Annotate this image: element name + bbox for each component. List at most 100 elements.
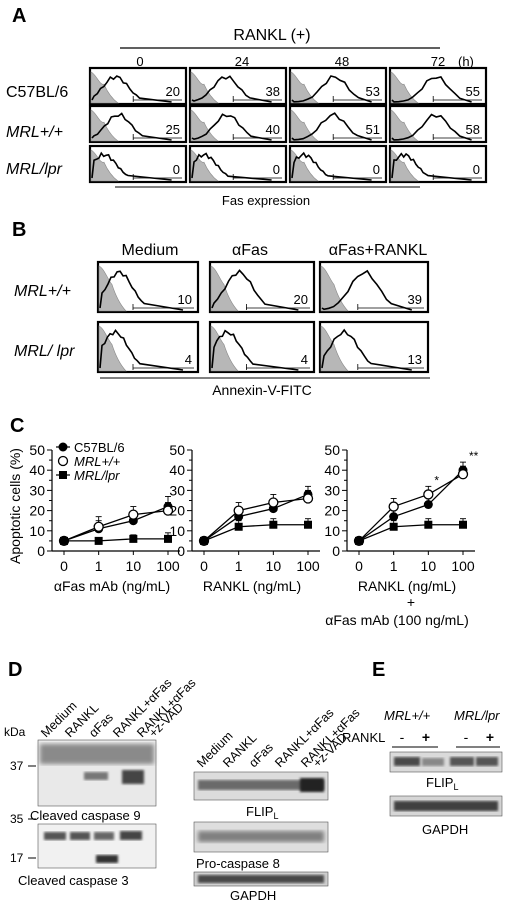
point-lpr [424, 520, 433, 529]
histogram-value: 13 [408, 352, 422, 367]
point-wt [457, 469, 469, 480]
series-line-0 [358, 469, 464, 542]
y-tick-label: 20 [29, 503, 45, 519]
panel-c-letter: C [10, 415, 24, 437]
histogram-sample [99, 270, 184, 311]
series-line-1 [358, 473, 464, 542]
histogram-control [90, 149, 119, 182]
histogram-value: 20 [294, 292, 308, 307]
y-tick-label: 40 [169, 462, 185, 478]
panel-d-letter: D [8, 659, 22, 681]
histogram-control [390, 109, 419, 142]
label-gapdh-e: GAPDH [422, 822, 468, 837]
point-lpr [94, 536, 103, 545]
y-tick-label: 10 [324, 523, 340, 539]
y-tick-label: 10 [169, 523, 185, 539]
group-lpr: MRL/lpr [454, 708, 500, 723]
rankl-label: RANKL [342, 730, 385, 745]
histogram-grid-a: 20 38 53 55 25 40 51 58 0 0 0 0 [88, 66, 488, 184]
sign-4: + [486, 729, 494, 745]
histogram-frame [288, 104, 388, 144]
time-unit: (h) [458, 54, 474, 69]
row-label-mrl-wt: MRL+/+ [6, 124, 63, 141]
point-lpr [234, 522, 243, 531]
y-tick-label: 20 [324, 503, 340, 519]
label-procaspase8: Pro-caspase 8 [196, 856, 280, 871]
group-wt: MRL+/+ [384, 708, 431, 723]
panel-e: E MRL+/+ MRL/lpr RANKL - + - + FLIPL GAP… [342, 659, 503, 837]
histogram-sample [391, 75, 472, 103]
y-tick-label: 40 [324, 462, 340, 478]
y-tick-label: 20 [169, 503, 185, 519]
blot-caspase3 [37, 823, 157, 869]
panel-b: B Medium αFas αFas+RANKL MRL+/+ MRL/ lpr… [12, 219, 430, 398]
x-tick-label: 10 [421, 558, 437, 574]
fas-expression-label: Fas expression [222, 193, 310, 208]
histogram-value: 20 [166, 84, 180, 99]
mw-37: 37 [10, 759, 24, 773]
chart-3: 0 10 20 30 40 50 0 1 10 100 RANKL (ng/mL)+ αFas mAb… [324, 442, 475, 628]
y-tick-label: 50 [324, 442, 340, 458]
histogram-value: 10 [178, 292, 192, 307]
label-caspase3: Cleaved caspase 3 [18, 873, 129, 888]
y-tick-label: 50 [169, 442, 185, 458]
label-caspase9: Cleaved caspase 9 [30, 808, 141, 823]
series-line-0 [63, 505, 169, 542]
condition-afas-rankl: αFas+RANKL [329, 242, 428, 259]
time-48: 48 [335, 54, 349, 69]
histogram-control [190, 109, 219, 142]
histogram-control [290, 71, 319, 104]
x-axis-label-plus: + [407, 594, 415, 610]
point-lpr [164, 534, 172, 543]
x-tick-label: 0 [200, 558, 208, 574]
x-axis-label-second: αFas mAb (100 ng/mL) [325, 612, 468, 628]
blot-flip-d [193, 771, 329, 801]
time-0: 0 [136, 54, 143, 69]
chart-1: 0 10 20 30 40 50 0 1 10 100 αFas mAb (ng/mL) [29, 442, 180, 594]
histogram-value: 39 [408, 292, 422, 307]
point-lpr [355, 536, 363, 545]
point-c57 [389, 512, 399, 522]
label-gapdh-d: GAPDH [230, 888, 276, 903]
histogram-control [98, 265, 127, 312]
series-line-2 [64, 538, 168, 542]
histogram-value: 55 [466, 84, 480, 99]
y-tick-label: 0 [37, 543, 45, 559]
x-tick-label: 100 [296, 558, 320, 574]
histogram-sample [191, 75, 272, 103]
row-label-b-lpr: MRL/ lpr [14, 343, 75, 360]
kda-label: kDa [4, 725, 26, 739]
blot-gapdh-e [389, 795, 503, 817]
point-wt [302, 493, 314, 504]
histogram-control [390, 71, 419, 104]
histogram-value: 58 [466, 122, 480, 137]
lane-labels-left: MediumRANKLαFasRANKL+αFasRANKL+αFas+z-VA… [38, 676, 198, 740]
panel-a: A RANKL (+) 0 24 48 72 (h) C57BL/6 MRL+/… [6, 5, 488, 208]
chart-2: 0 10 20 30 40 50 0 1 10 100 RANKL (ng/mL) [169, 442, 320, 594]
legend-marker-wt [57, 455, 69, 467]
point-wt [128, 509, 139, 520]
x-tick-label: 10 [126, 558, 142, 574]
histogram-sample [191, 113, 272, 141]
x-axis-label: RANKL (ng/mL) [203, 578, 301, 594]
point-wt [423, 489, 434, 500]
point-lpr [389, 522, 398, 531]
histogram-sample [291, 151, 372, 181]
y-tick-label: 0 [177, 543, 185, 559]
time-24: 24 [235, 54, 249, 69]
label-flip-d: FLIPL [246, 804, 278, 821]
histogram-sample [211, 329, 299, 371]
point-wt [93, 521, 104, 532]
mw-35: 35 [10, 812, 24, 826]
histogram-value: 38 [266, 84, 280, 99]
point-lpr [304, 520, 312, 529]
condition-afas: αFas [232, 242, 268, 259]
series-line-1 [203, 497, 309, 542]
histogram-sample [91, 112, 172, 141]
panel-b-letter: B [12, 219, 26, 241]
row-label-b-wt: MRL+/+ [14, 283, 71, 300]
sign-2: + [422, 729, 430, 745]
histogram-control [90, 71, 119, 104]
sign-1: - [400, 729, 405, 745]
row-label-mrl-lpr: MRL/lpr [6, 161, 63, 178]
